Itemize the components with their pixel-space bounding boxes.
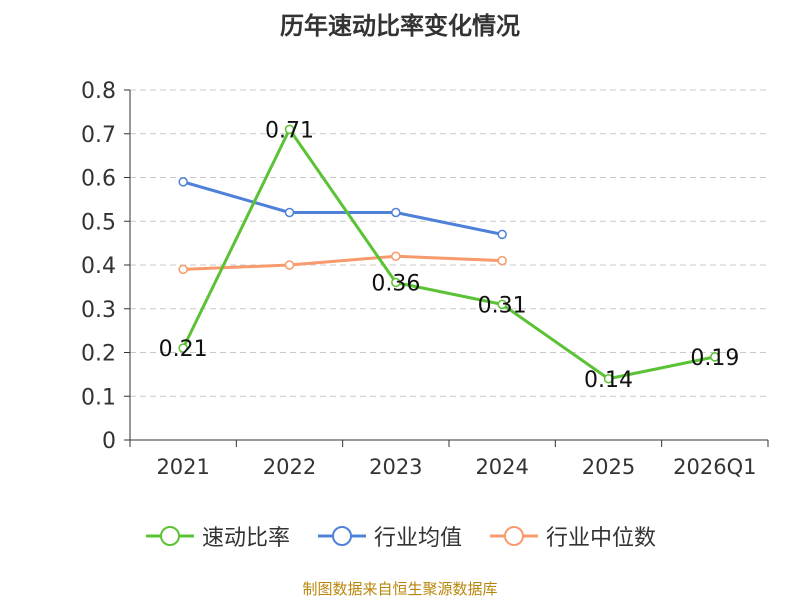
y-tick-label: 0.6 [81,167,116,192]
chart-title: 历年速动比率变化情况 [280,12,520,40]
data-point [391,207,401,218]
data-point [284,207,295,218]
x-axis-ticks: 2021 2022 2023 2024 2025 2026Q1 [129,440,769,479]
series-line [182,180,503,236]
legend-marker-icon [317,526,366,546]
y-tick-label: 0 [102,429,116,454]
legend-marker-icon [145,526,194,546]
data-point [603,374,614,384]
legend: 速动比率 行业均值 行业中位数 [0,520,800,552]
x-tick-label: 2023 [369,455,422,479]
data-source-note: 制图数据来自恒生聚源数据库 [302,580,498,598]
legend-item[interactable]: 速动比率 [144,520,290,552]
x-tick-label: 2024 [475,455,528,479]
x-tick-label: 2021 [156,455,209,479]
legend-item[interactable]: 行业中位数 [488,520,656,552]
y-tick-label: 0.8 [81,79,116,104]
series-line [183,254,503,271]
data-point [497,299,507,310]
data-point [178,177,188,187]
y-axis-ticks: 0 0.1 0.2 0.3 0.4 0.5 0.6 0.7 0.8 [81,79,130,454]
y-tick-label: 0.4 [81,254,116,279]
data-point [284,260,295,270]
series-line [181,127,716,381]
data-label: 0.19 [690,346,739,371]
data-point [391,277,401,288]
data-point [284,124,295,135]
data-point [391,251,401,261]
y-tick-label: 0.2 [81,342,116,367]
data-point [497,255,507,266]
data-point [710,352,720,362]
data-label: 0.21 [159,337,208,362]
y-tick-label: 0.7 [81,123,116,148]
data-point [178,264,188,275]
legend-label: 速动比率 [201,526,290,551]
data-label: 0.36 [371,272,420,297]
series-lines [178,124,720,384]
data-point [178,343,188,353]
data-labels: 0.21 0.71 0.36 0.31 0.14 0.19 [159,118,740,392]
y-tick-label: 0.3 [81,298,116,323]
legend-label: 行业均值 [373,526,462,551]
x-tick-label: 2025 [582,455,635,479]
y-tick-label: 0.5 [81,210,116,235]
y-tick-label: 0.1 [81,385,116,410]
data-label: 0.31 [478,293,527,318]
data-point [497,229,507,240]
data-label: 0.14 [584,368,633,393]
x-tick-label: 2022 [263,455,316,479]
grid-lines [130,89,768,397]
legend-label: 行业中位数 [546,526,657,551]
line-chart: 00.10.20.30.40.50.60.70.8 2021 2022 2023 20… [81,79,769,479]
x-tick-label: 2026Q1 [673,455,756,479]
data-label: 0.71 [265,118,314,143]
legend-marker-icon [490,526,538,546]
legend-item[interactable]: 行业均值 [316,520,462,552]
